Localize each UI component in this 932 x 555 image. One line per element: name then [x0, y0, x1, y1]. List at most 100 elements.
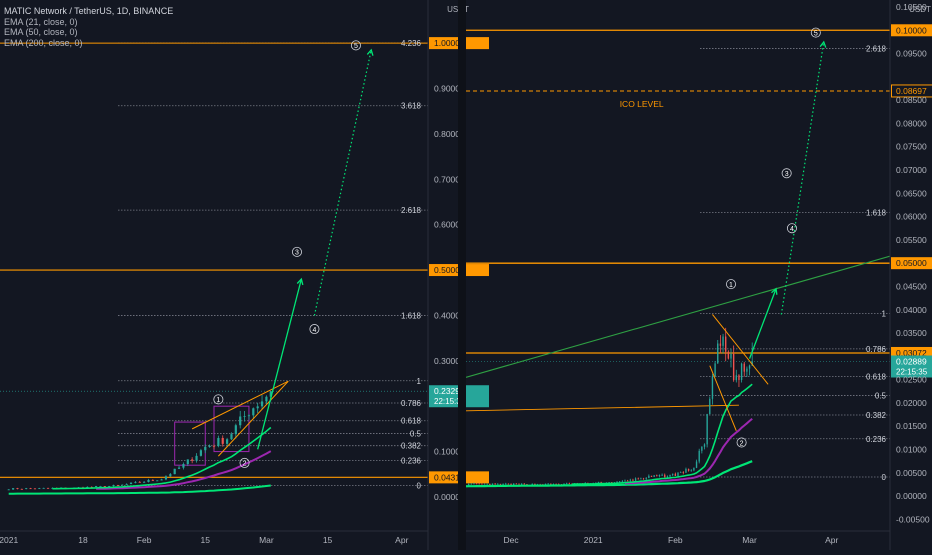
candle-body [738, 375, 739, 380]
candle-body [152, 480, 154, 481]
candle-body [696, 462, 697, 468]
fib-level-label: 0.236 [401, 457, 422, 466]
candle-body [720, 344, 721, 346]
ema50-line [625, 419, 752, 484]
price-tick: 0.10500 [896, 2, 927, 12]
candle-body [648, 476, 649, 478]
price-tick: 0.08000 [896, 118, 927, 128]
candle-body [677, 472, 678, 476]
fib-level-label: 1 [417, 377, 422, 386]
price-tick: 0.09500 [896, 49, 927, 59]
candle-body [566, 483, 567, 484]
price-tick-label: 0.06500 [896, 188, 927, 198]
candle-body [680, 472, 681, 473]
candle-body [741, 364, 742, 380]
price-tick: 0.02500 [896, 375, 927, 385]
candle-body [104, 486, 106, 487]
fib-level-label: 0.236 [866, 435, 887, 444]
wave-5-label: 5 [811, 28, 820, 37]
candle-body [117, 485, 119, 486]
candle-body [667, 476, 668, 477]
candle-body [481, 484, 482, 485]
candle-body [643, 478, 644, 479]
price-tick-label: -0.00500 [896, 514, 930, 524]
candle-body [712, 376, 713, 398]
candle-body [516, 484, 517, 485]
price-tick: 0.10000 [891, 24, 932, 36]
candle-body [624, 481, 625, 482]
candle-body [704, 444, 705, 446]
wave-number: 5 [814, 30, 818, 37]
candle-body [746, 369, 747, 372]
candle-body [749, 366, 750, 369]
candle-body [209, 446, 211, 447]
candle-body [524, 484, 525, 485]
wave-number: 4 [312, 327, 316, 334]
fib-level-label: 2.618 [866, 44, 887, 53]
candle-body [204, 447, 206, 450]
candle-body [502, 484, 503, 485]
price-tick-label: 0.01000 [896, 444, 927, 454]
wave-5-label: 5 [351, 41, 360, 50]
wedge-lower-line [218, 381, 288, 456]
candle-body [492, 484, 493, 486]
wave-number: 3 [785, 171, 789, 178]
candle-body [683, 472, 684, 473]
price-tick: 0.00500 [896, 468, 927, 478]
candle-body [672, 474, 673, 475]
candle-body [243, 416, 245, 417]
candle-body [508, 484, 509, 485]
ema21-line [572, 384, 752, 484]
candle-body [160, 479, 162, 480]
time-tick-label: Feb [668, 535, 683, 545]
candle-body [8, 489, 10, 490]
candle-body [638, 478, 639, 479]
candle-body [701, 447, 702, 451]
consolidation-box [175, 422, 206, 465]
time-tick-label: Apr [395, 535, 408, 545]
candle-body [261, 401, 263, 406]
right-chart-plot [465, 0, 890, 531]
price-tick: 0.08500 [896, 95, 927, 105]
candle-body [230, 434, 232, 439]
right-price-axis[interactable]: USDT0.105000.100000.095000.086970.085000… [890, 0, 932, 550]
candle-body [226, 439, 228, 444]
fib-level-label: 0.5 [875, 391, 887, 400]
right-candles [465, 328, 753, 486]
projection-wave5 [781, 42, 823, 314]
time-tick-label: 2021 [584, 535, 603, 545]
fib-level-label: 1.618 [866, 208, 887, 217]
candle-body [134, 482, 136, 483]
fib-level-label: 0 [882, 473, 887, 482]
wave-2-label: 2 [737, 438, 746, 447]
candle-body [693, 468, 694, 471]
candle-body [99, 486, 101, 487]
candle-body [688, 469, 689, 471]
wave-1-label: 1 [726, 280, 735, 289]
candle-body [21, 489, 23, 490]
price-tick: 0.01500 [896, 421, 927, 431]
fib-level-label: 0.382 [401, 442, 422, 451]
candle-body [725, 337, 726, 352]
candle-body [627, 481, 628, 482]
candle-body [165, 476, 167, 479]
fib-level-label: 3.618 [401, 102, 422, 111]
candle-body [622, 481, 623, 482]
candle-body [717, 344, 718, 364]
candle-body [147, 480, 149, 482]
time-tick-label: 2021 [0, 535, 18, 545]
candle-body [235, 425, 237, 434]
candle-body [494, 484, 495, 485]
wave-3-label: 3 [292, 247, 301, 256]
pane-divider[interactable] [458, 0, 466, 550]
candle-body [489, 484, 490, 485]
candle-body [714, 363, 715, 376]
candle-body [200, 450, 202, 456]
candle-body [265, 397, 267, 402]
candle-body [479, 484, 480, 485]
projection-wave5 [314, 50, 371, 316]
